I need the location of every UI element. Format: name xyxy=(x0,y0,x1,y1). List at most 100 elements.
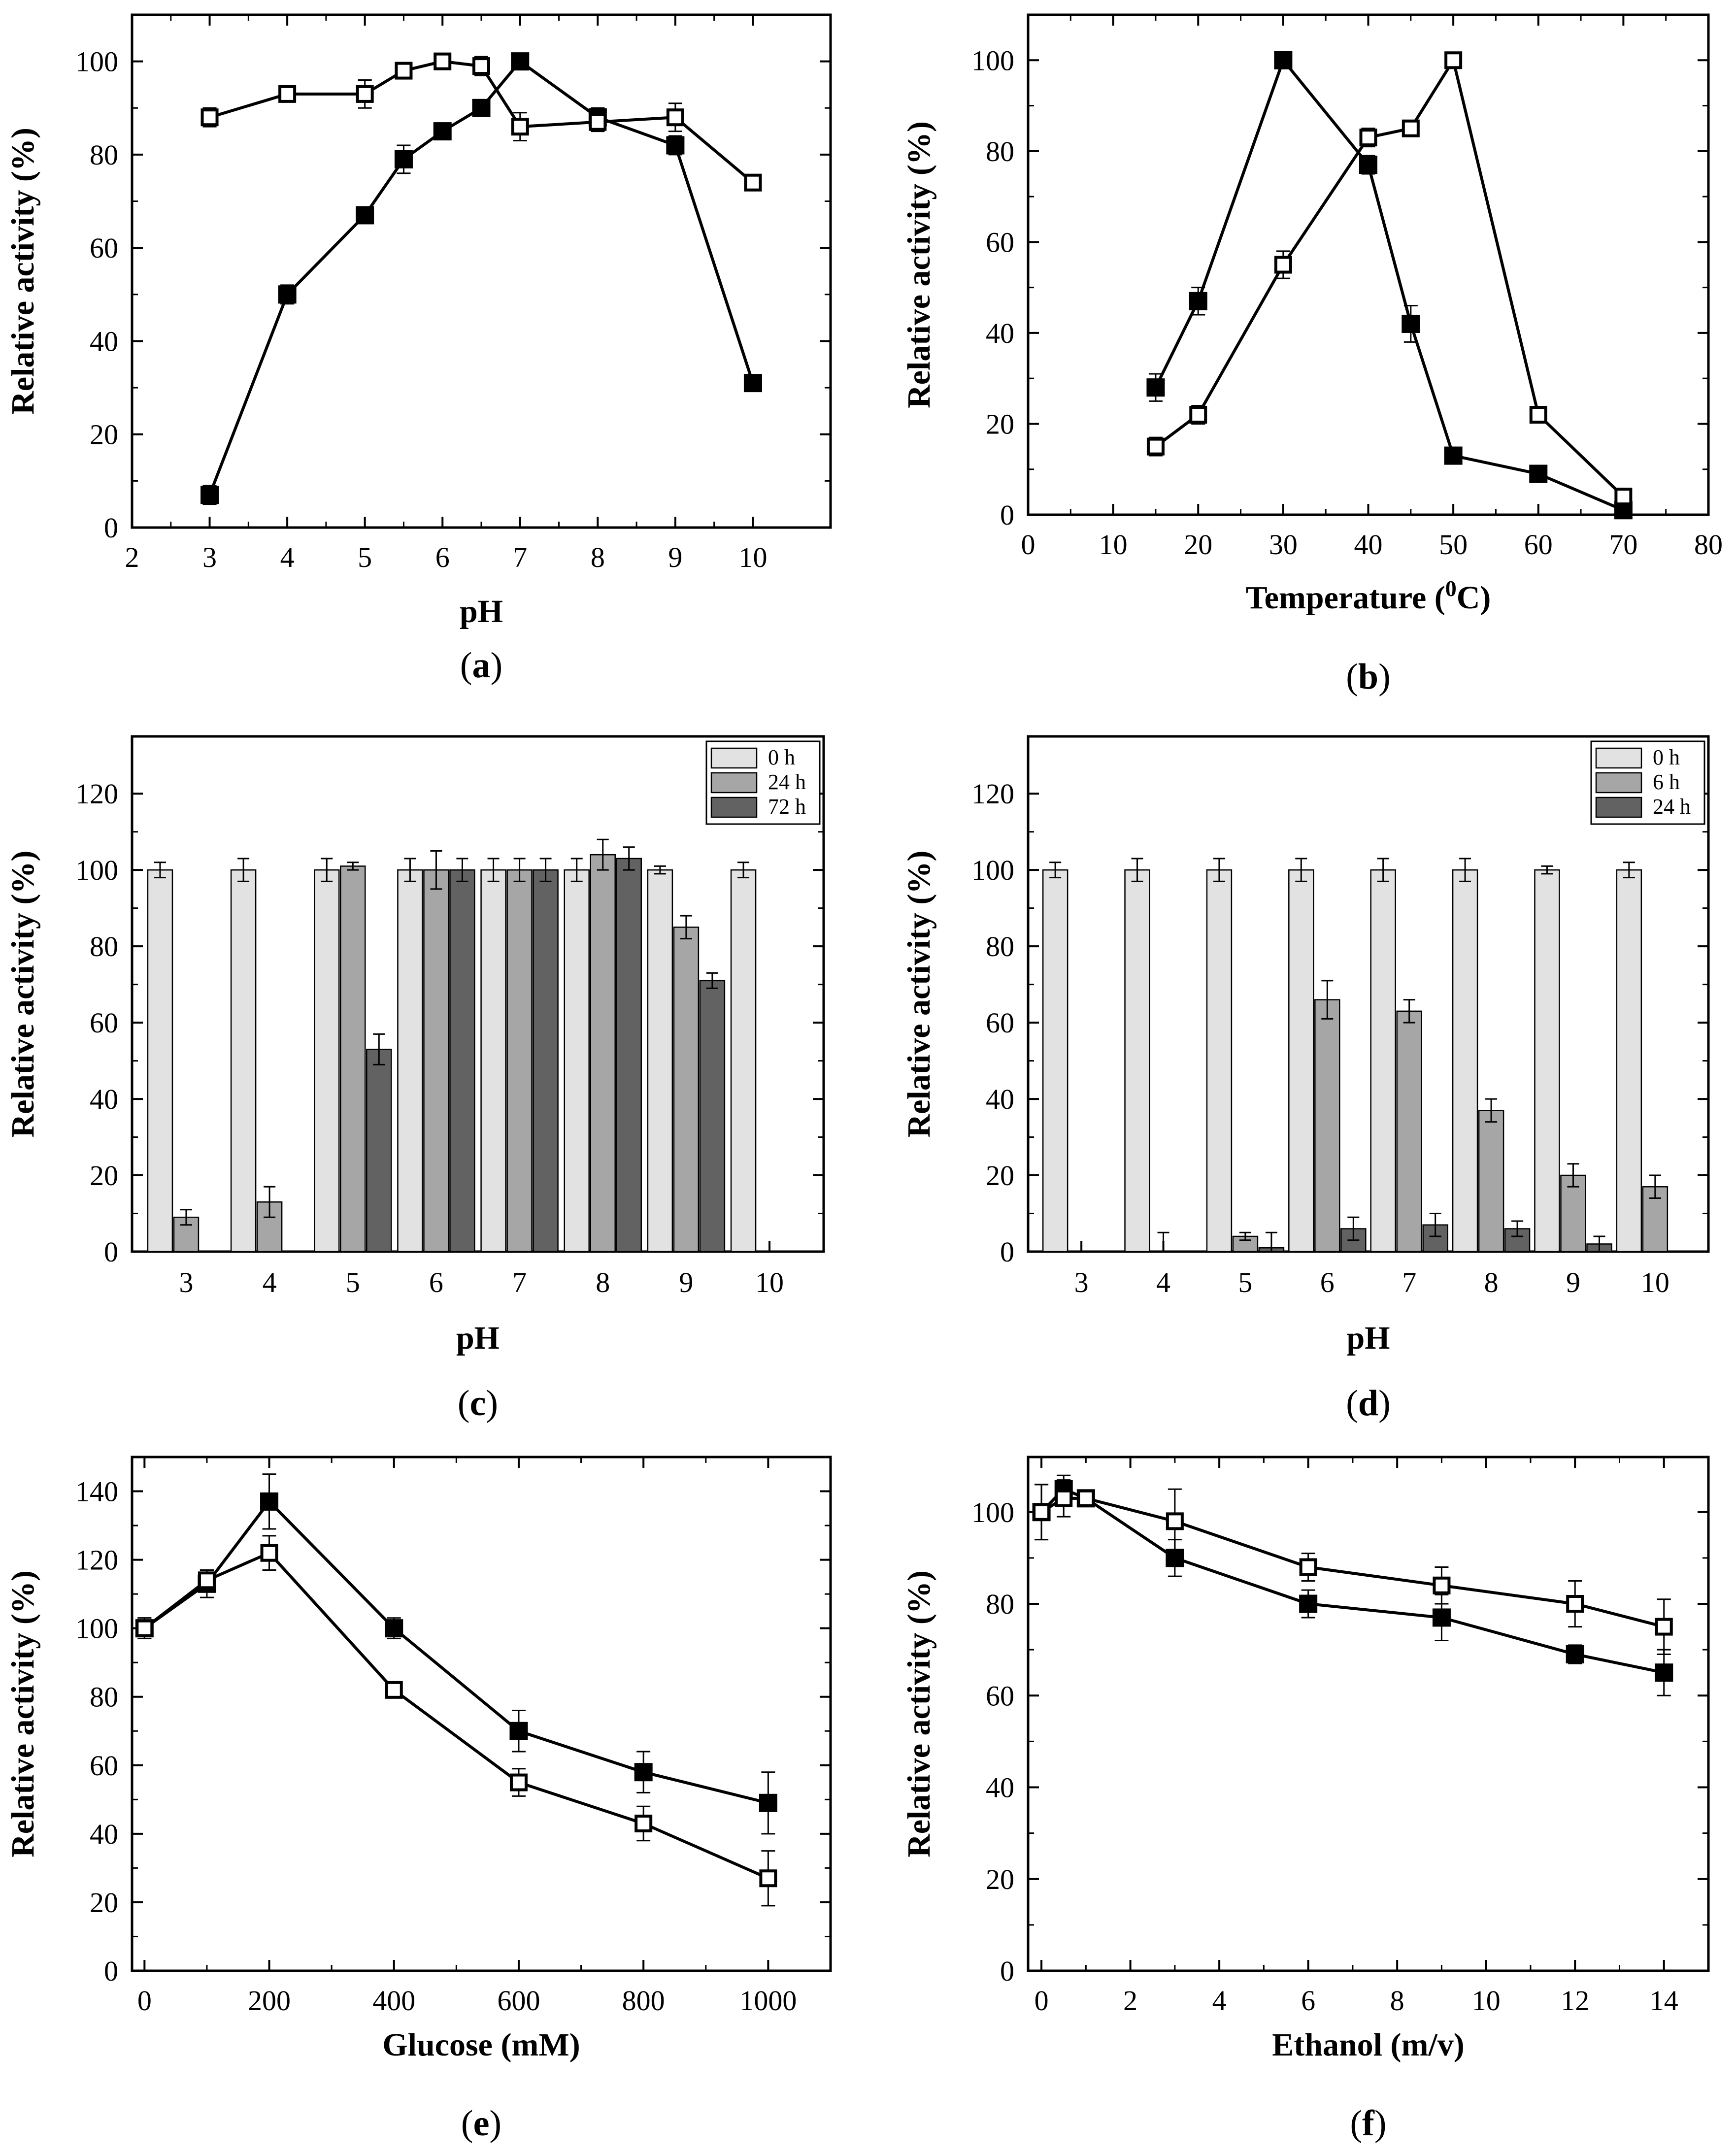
series-filled xyxy=(135,1473,777,1835)
data-point-filled xyxy=(278,285,297,304)
x-tick-label: 6 xyxy=(435,541,450,573)
data-point-filled xyxy=(394,150,413,168)
data-point-open xyxy=(589,113,607,131)
bar xyxy=(1124,869,1150,1253)
data-point-filled xyxy=(759,1793,777,1812)
x-tick-label: 60 xyxy=(1524,529,1553,561)
y-axis-label: Relative activity (%) xyxy=(901,121,937,408)
x-tick-label: 40 xyxy=(1354,529,1383,561)
data-point-open xyxy=(1566,1595,1584,1613)
y-tick-label: 100 xyxy=(75,46,118,78)
plot-frame xyxy=(1027,1456,1710,1972)
data-point-open xyxy=(1614,488,1633,506)
caption-paren: ) xyxy=(1374,2103,1387,2144)
x-tick-label: 0 xyxy=(137,1985,152,2017)
x-tick-label: 2 xyxy=(1123,1985,1137,2017)
y-tick-label: 100 xyxy=(75,854,118,886)
series-open xyxy=(135,1535,777,1907)
y-tick-label: 60 xyxy=(986,226,1014,258)
y-tick-label: 60 xyxy=(90,1007,118,1039)
legend-label: 72 h xyxy=(768,795,806,819)
data-point-open xyxy=(1077,1489,1095,1507)
x-tick-label: 1000 xyxy=(739,1985,797,2017)
y-tick-label: 80 xyxy=(90,930,118,962)
y-axis-label: Relative activity (%) xyxy=(5,1570,41,1857)
bar xyxy=(1206,869,1233,1253)
caption-letter: d xyxy=(1358,1383,1378,1424)
bar xyxy=(647,869,673,1253)
data-point-open xyxy=(395,62,413,80)
panel-caption: (a) xyxy=(460,645,502,686)
caption-paren: ( xyxy=(461,2103,473,2144)
x-tick-label: 3 xyxy=(1074,1266,1089,1298)
data-point-open xyxy=(356,85,374,103)
y-tick-label: 40 xyxy=(90,325,118,357)
caption-paren: ) xyxy=(489,2103,501,2144)
panel-caption: (b) xyxy=(1346,657,1390,697)
caption-paren: ( xyxy=(460,645,472,686)
caption-paren: ( xyxy=(1350,2103,1363,2144)
data-point-open xyxy=(1655,1618,1673,1636)
x-axis-label-text: Ethanol (m/v) xyxy=(1272,2027,1465,2063)
panel-caption: (e) xyxy=(461,2103,501,2144)
data-point-filled xyxy=(472,99,491,117)
x-tick-label: 7 xyxy=(1402,1266,1416,1298)
data-point-open xyxy=(1166,1512,1184,1530)
y-tick-label: 40 xyxy=(986,1772,1014,1804)
series-line xyxy=(209,60,754,184)
bar xyxy=(1534,869,1560,1253)
x-tick-label: 5 xyxy=(1238,1266,1252,1298)
x-tick-label: 8 xyxy=(591,541,605,573)
data-point-open xyxy=(744,173,762,192)
bar xyxy=(564,869,590,1253)
bar xyxy=(340,865,366,1253)
caption-paren: ) xyxy=(1378,657,1391,697)
y-tick-label: 40 xyxy=(90,1818,118,1850)
bar xyxy=(1370,869,1396,1253)
y-tick-label: 0 xyxy=(104,1236,118,1268)
data-point-filled xyxy=(356,206,374,225)
bar xyxy=(366,1049,392,1253)
plot-frame xyxy=(1027,13,1710,516)
bar xyxy=(1396,1010,1422,1253)
data-point-open xyxy=(509,1773,528,1791)
x-tick-label: 10 xyxy=(1099,529,1128,561)
panel-d: 0 20 40 60 80 100 120 3 4 5 6 7 8 9 10 0 h6 h24 h pH Rela… xyxy=(901,735,1710,1424)
data-point-open xyxy=(385,1681,403,1699)
y-tick-label: 20 xyxy=(90,1887,118,1919)
x-tick-label: 8 xyxy=(1390,1985,1404,2017)
data-point-open xyxy=(434,52,452,70)
y-tick-label: 0 xyxy=(104,1955,118,1987)
data-point-filled xyxy=(1274,51,1293,69)
series-0h xyxy=(147,858,757,1253)
x-tick-label: 4 xyxy=(1156,1266,1170,1298)
caption-letter: c xyxy=(470,1383,486,1424)
bar xyxy=(314,869,340,1253)
x-tick-label: 30 xyxy=(1269,529,1298,561)
panel-caption: (c) xyxy=(458,1383,498,1424)
x-tick-label: 9 xyxy=(679,1266,693,1298)
data-point-open xyxy=(472,57,490,75)
x-tick-label: 400 xyxy=(372,1985,415,2017)
data-point-filled xyxy=(666,136,685,155)
y-tick-label: 100 xyxy=(971,854,1014,886)
x-tick-label: 8 xyxy=(596,1266,610,1298)
data-point-open xyxy=(1402,119,1420,137)
x-tick-label: 0 xyxy=(1035,1985,1049,2017)
x-axis-label: pH xyxy=(1346,1320,1390,1356)
y-tick-label: 60 xyxy=(986,1007,1014,1039)
data-point-open xyxy=(666,108,684,127)
data-point-open xyxy=(1444,51,1463,69)
x-axis-label-text: Glucose (mM) xyxy=(382,2027,580,2063)
x-tick-label: 14 xyxy=(1650,1985,1678,2017)
data-point-filled xyxy=(1402,314,1420,333)
x-tick-label: 10 xyxy=(1472,1985,1501,2017)
data-point-filled xyxy=(1432,1608,1451,1627)
data-point-open xyxy=(200,108,219,127)
data-point-open xyxy=(759,1869,777,1888)
y-tick-label: 0 xyxy=(1000,499,1014,531)
data-point-filled xyxy=(385,1619,403,1638)
y-tick-label: 120 xyxy=(75,1544,118,1576)
bar xyxy=(1288,869,1314,1253)
